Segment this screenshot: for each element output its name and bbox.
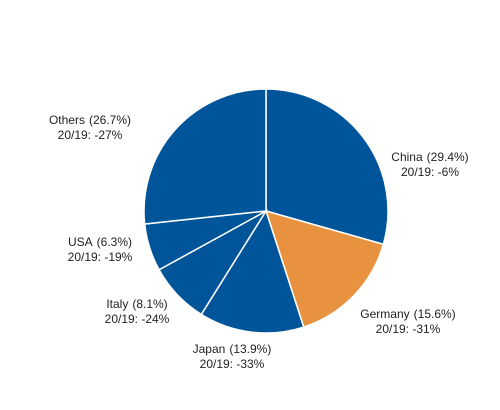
change-label: 20/19: -6% — [401, 165, 459, 179]
slice-label: Germany (15.6%) — [360, 307, 455, 321]
slice-label: China (29.4%) — [391, 150, 468, 164]
change-label: 20/19: -19% — [68, 250, 133, 264]
category-label: China — [391, 150, 423, 164]
change-label: 20/19: -24% — [105, 312, 170, 326]
pie-slice — [265, 88, 389, 246]
slice-label: Others (26.7%) — [49, 113, 131, 127]
change-label: 20/19: -27% — [58, 128, 123, 142]
slice-label: USA (6.3%) — [68, 235, 132, 249]
value-label: (8.1%) — [132, 297, 167, 311]
category-label: Others — [49, 113, 85, 127]
slice-label: Italy (8.1%) — [106, 297, 167, 311]
value-label: (29.4%) — [427, 150, 469, 164]
category-label: USA — [68, 235, 93, 249]
pie-slice — [200, 209, 305, 334]
slice-label: Japan (13.9%) — [193, 342, 272, 356]
pie-slice — [143, 88, 267, 225]
value-label: (13.9%) — [229, 342, 271, 356]
pie-slice — [264, 209, 385, 328]
value-label: (6.3%) — [97, 235, 132, 249]
value-label: (15.6%) — [414, 307, 456, 321]
value-label: (26.7%) — [89, 113, 131, 127]
category-label: Japan — [193, 342, 226, 356]
change-label: 20/19: -33% — [200, 357, 265, 371]
category-label: Germany — [360, 307, 409, 321]
category-label: Italy — [106, 297, 128, 311]
change-label: 20/19: -31% — [376, 322, 441, 336]
